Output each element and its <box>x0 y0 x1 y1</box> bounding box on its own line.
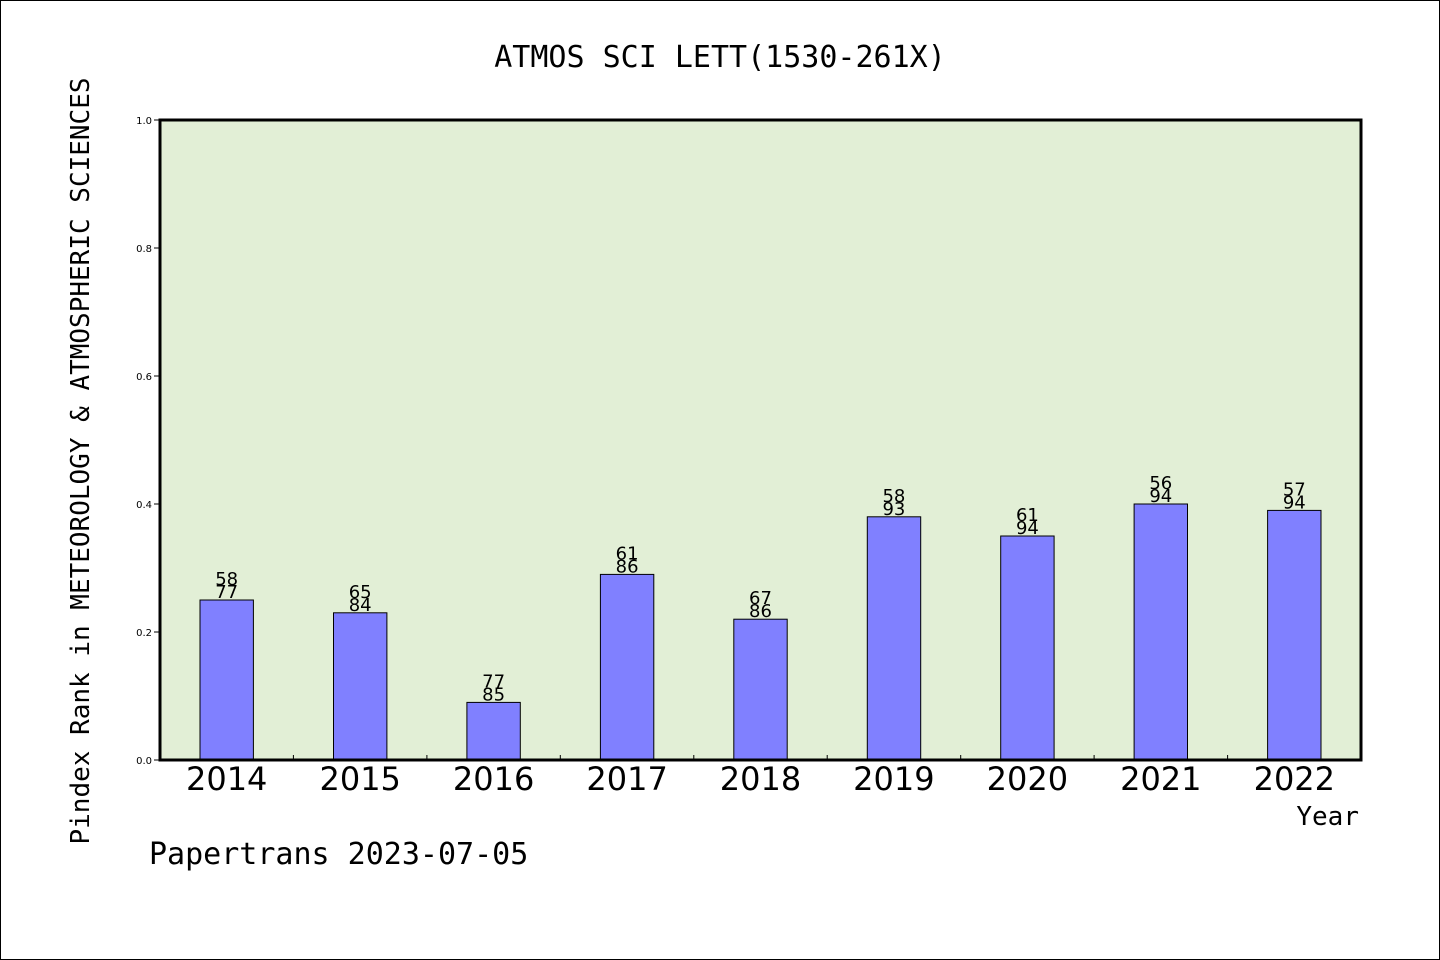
x-tick-label-2017: 2017 <box>586 760 667 798</box>
bar-label-bottom-2016: 85 <box>482 684 505 705</box>
x-tick-label-2014: 2014 <box>186 760 267 798</box>
x-tick-label-2018: 2018 <box>720 760 801 798</box>
bar-label-top-2015: 65 <box>349 582 372 603</box>
x-ticks-group: 2014 2015 2016 2017 2018 2019 2020 2021 2022 <box>186 755 1335 798</box>
y-tick-label: 0.2 <box>136 628 152 639</box>
bar-2022 <box>1267 509 1322 761</box>
bar-label-top-2018: 67 <box>749 588 772 609</box>
bar-label-top-2014: 58 <box>215 569 238 590</box>
bar-2021 <box>1133 503 1188 761</box>
plot-frame <box>158 118 1363 762</box>
y-axis-label: Pindex Rank in METEOROLOGY & ATMOSPHERIC… <box>66 77 96 844</box>
bar-label-bottom-2019: 93 <box>882 499 905 520</box>
bar-label-top-2021: 56 <box>1149 473 1172 494</box>
bar-label-bottom-2018: 86 <box>749 601 772 622</box>
bar-label-top-2016: 77 <box>482 671 505 692</box>
bar-label-top-2020: 61 <box>1016 505 1039 526</box>
bar-label-bottom-2021: 94 <box>1149 486 1172 507</box>
x-tick-label-2019: 2019 <box>853 760 934 798</box>
y-tick-label: 0.0 <box>136 756 152 767</box>
y-tick-label: 0.6 <box>136 372 152 383</box>
y-tick-label: 1.0 <box>136 116 152 127</box>
bar-2018 <box>733 618 788 761</box>
bar-2017 <box>599 573 655 761</box>
bar-label-bottom-2014: 77 <box>215 582 238 603</box>
chart-title: ATMOS SCI LETT(1530-261X) <box>494 40 946 75</box>
bar-label-top-2022: 57 <box>1283 479 1306 500</box>
bar-2019 <box>866 516 922 761</box>
x-tick-label-2016: 2016 <box>453 760 534 798</box>
x-tick-label-2020: 2020 <box>987 760 1068 798</box>
bar-2015 <box>333 612 388 761</box>
bar-label-top-2017: 61 <box>616 543 639 564</box>
x-tick-label-2015: 2015 <box>319 760 400 798</box>
bar-2020 <box>1000 535 1055 761</box>
x-tick-label-2021: 2021 <box>1120 760 1201 798</box>
bar-label-bottom-2015: 84 <box>349 595 372 616</box>
y-tick-label: 0.8 <box>136 244 152 255</box>
bar-label-bottom-2022: 94 <box>1283 492 1306 513</box>
y-tick-label: 0.4 <box>136 500 152 511</box>
bar-label-top-2019: 58 <box>882 486 905 507</box>
bar-label-bottom-2020: 94 <box>1016 518 1039 539</box>
x-axis-label: Year <box>1296 802 1359 832</box>
footer-text: Papertrans 2023-07-05 <box>149 837 528 872</box>
bar-2016 <box>466 701 521 761</box>
bar-2014 <box>199 599 254 761</box>
y-ticks-group: 0.0 0.2 0.4 0.6 0.8 1.0 <box>136 116 160 767</box>
x-tick-label-2022: 2022 <box>1254 760 1335 798</box>
bar-label-bottom-2017: 86 <box>616 556 639 577</box>
